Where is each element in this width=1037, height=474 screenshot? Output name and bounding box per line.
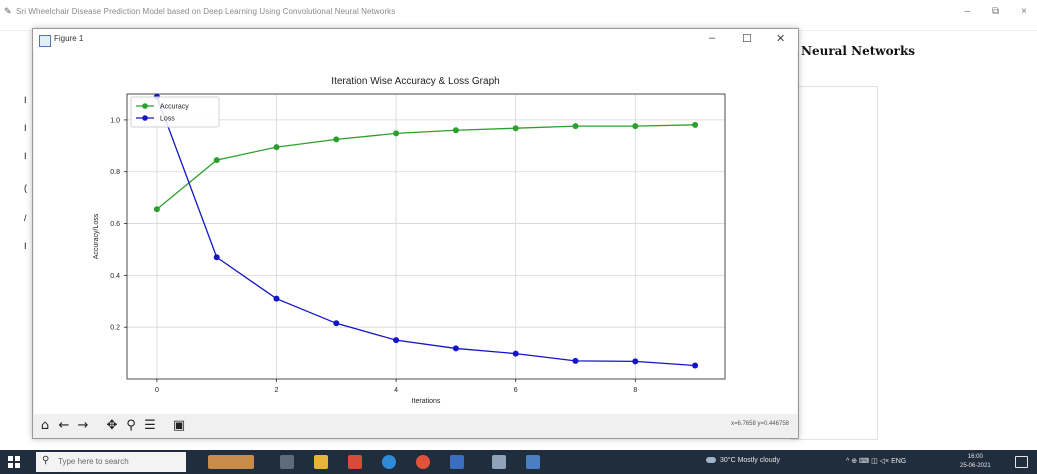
background-heading: Neural Networks [801, 44, 916, 58]
legend-label: Loss [160, 116, 175, 123]
y-tick-label: 0.2 [110, 325, 120, 332]
figure-maximize-button[interactable]: ☐ [742, 33, 752, 45]
configure-icon[interactable]: ☰ [144, 418, 156, 433]
app-close-button[interactable]: × [1021, 6, 1027, 17]
bg-label-mark: I [24, 241, 27, 251]
data-point-loss [572, 357, 579, 364]
figure-titlebar[interactable]: Figure 1 – ☐ ✕ [33, 29, 798, 51]
weather-widget[interactable]: 30°C Mostly cloudy [706, 457, 780, 464]
cloud-icon [706, 457, 716, 464]
search-icon: ⚲ [42, 455, 50, 466]
figure-close-button[interactable]: ✕ [776, 33, 786, 45]
x-tick-label: 0 [155, 387, 159, 394]
data-point-accuracy [273, 144, 280, 151]
chart-title: Iteration Wise Accuracy & Loss Graph [331, 76, 500, 87]
file-explorer-icon[interactable] [314, 455, 328, 469]
series-line-accuracy [156, 124, 696, 210]
bg-label-mark: ( [24, 183, 27, 193]
system-tray[interactable]: ^ ⊕ ⌨ ◫ ◁× ENG [846, 458, 907, 465]
legend-box [130, 96, 220, 128]
figure-minimize-button[interactable]: – [709, 32, 716, 44]
legend-marker [142, 103, 148, 109]
mail-icon[interactable] [526, 455, 540, 469]
app-window-controls: – ⧉ × [964, 6, 1027, 17]
legend-label: Accuracy [160, 104, 189, 111]
pan-icon[interactable]: ✥ [106, 418, 118, 433]
edge-icon[interactable] [382, 455, 396, 469]
app-feather-icon: ✎ [4, 6, 12, 16]
data-point-accuracy [213, 157, 220, 164]
data-point-accuracy [572, 123, 579, 130]
data-point-accuracy [452, 127, 459, 134]
data-point-accuracy [153, 206, 160, 213]
data-point-loss [393, 337, 400, 344]
cursor-coordinates: x=6.7658 y=0.446758 [730, 421, 789, 427]
series-line-loss [156, 96, 696, 367]
background-panel [791, 86, 878, 440]
chrome-icon[interactable] [416, 455, 430, 469]
zoom-icon[interactable]: ⚲ [126, 418, 136, 433]
bg-label-mark: I [24, 151, 27, 161]
store-icon[interactable] [450, 455, 464, 469]
figure-window: Figure 1 – ☐ ✕ Iteration Wise Accuracy &… [32, 28, 799, 439]
app-title: Sri Wheelchair Disease Prediction Model … [16, 7, 396, 16]
weather-text: 30°C Mostly cloudy [720, 457, 780, 464]
data-point-loss [273, 295, 280, 302]
data-point-loss [213, 254, 220, 261]
app-minimize-button[interactable]: – [964, 6, 971, 17]
notification-icon[interactable] [1015, 456, 1028, 468]
y-axis-label: Accuracy/Loss [93, 213, 100, 259]
figure-app-icon [39, 35, 51, 47]
taskbar-search[interactable]: ⚲ Type here to search [36, 452, 186, 472]
figure-canvas: Iteration Wise Accuracy & Loss Graph 0 2 4… [34, 51, 797, 414]
home-icon[interactable]: ⌂ [40, 418, 50, 433]
forward-icon[interactable]: → [77, 418, 89, 433]
y-tick-label: 1.0 [110, 117, 120, 124]
navigation-toolbar: ⌂ ← → ✥ ⚲ ☰ ▣ x=6.7658 y=0.446758 [34, 414, 797, 437]
clock-date: 25-06-2021 [960, 463, 991, 469]
bg-label-mark: I [24, 123, 27, 133]
data-point-accuracy [393, 130, 400, 137]
bg-label-mark: I [24, 95, 27, 105]
data-point-accuracy [333, 136, 340, 143]
office-icon[interactable] [348, 455, 362, 469]
app-maximize-button[interactable]: ⧉ [992, 6, 1000, 17]
line-chart: 0 2 4 6 8 0.2 0.4 0.6 0.8 1.0 Iterations Accuracy/L… [93, 93, 726, 405]
x-tick-label: 8 [633, 387, 637, 394]
data-point-loss [333, 320, 340, 327]
x-tick-label: 4 [394, 387, 398, 394]
save-icon[interactable]: ▣ [172, 418, 186, 433]
data-point-accuracy [632, 123, 639, 130]
clock[interactable]: 16:00 25-06-2021 [960, 453, 991, 471]
app-titlebar: ✎ Sri Wheelchair Disease Prediction Mode… [0, 0, 1037, 31]
y-tick-label: 0.8 [110, 169, 120, 176]
data-point-accuracy [692, 121, 699, 128]
data-point-accuracy [512, 125, 519, 132]
windows-start-icon[interactable] [8, 456, 20, 468]
x-tick-label: 2 [275, 387, 279, 394]
clock-time: 16:00 [967, 454, 983, 460]
legend: Accuracy Loss [130, 96, 220, 128]
taskbar: ⚲ Type here to search 30°C Mostly cloudy… [0, 450, 1037, 474]
search-placeholder: Type here to search [58, 457, 129, 466]
y-tick-label: 0.4 [110, 273, 120, 280]
x-tick-label: 6 [514, 387, 518, 394]
legend-marker [142, 115, 148, 121]
figure-title: Figure 1 [54, 34, 84, 43]
data-point-loss [452, 345, 459, 352]
data-point-loss [692, 362, 699, 369]
task-view-icon[interactable] [280, 455, 294, 469]
x-axis-label: Iterations [412, 398, 441, 405]
y-tick-label: 0.6 [110, 221, 120, 228]
taskbar-widget-icon[interactable] [208, 455, 254, 469]
python-app-icon[interactable] [492, 455, 506, 469]
plot-frame [126, 93, 726, 380]
back-icon[interactable]: ← [58, 418, 70, 433]
data-point-loss [632, 358, 639, 365]
bg-label-mark: / [24, 213, 27, 223]
data-point-loss [512, 350, 519, 357]
